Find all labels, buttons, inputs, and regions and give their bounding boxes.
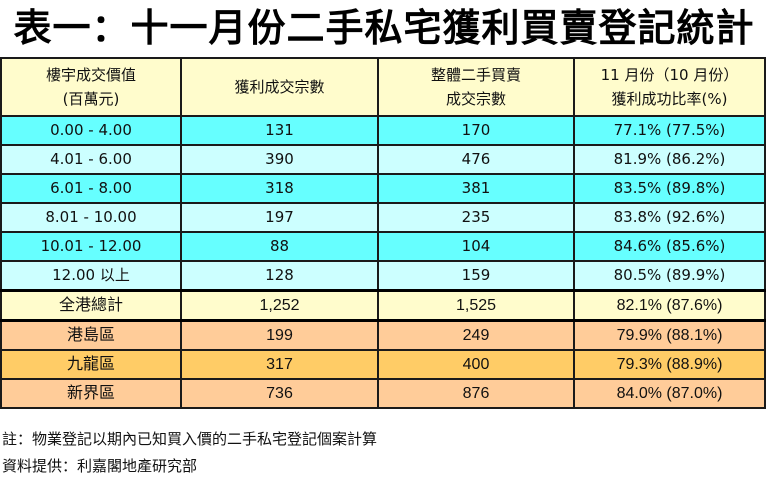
price-range-cell: 4.01 - 6.00 xyxy=(0,144,182,175)
profit-count-cell: 197 xyxy=(180,202,379,233)
total-profit-cell: 1,252 xyxy=(180,289,379,322)
profit-count-cell: 390 xyxy=(180,144,379,175)
price-range-cell: 10.01 - 12.00 xyxy=(0,231,182,262)
price-range-cell: 6.01 - 8.00 xyxy=(0,173,182,204)
total-count-cell: 1,525 xyxy=(377,289,575,322)
table-header-row: 樓宇成交價值 (百萬元) 獲利成交宗數 整體二手買賣 成交宗數 11 月份（10… xyxy=(0,57,766,117)
header-price-range: 樓宇成交價值 (百萬元) xyxy=(0,57,182,117)
profit-count-cell: 131 xyxy=(180,115,379,146)
region-total-cell: 249 xyxy=(377,319,575,351)
profit-count-cell: 88 xyxy=(180,231,379,262)
region-rate-cell: 84.0% (87.0%) xyxy=(573,378,766,409)
total-count-cell: 159 xyxy=(377,260,575,292)
footnotes: 註：物業登記以期內已知買入價的二手私宅登記個案計算 資料提供：利嘉閣地產研究部 xyxy=(2,426,377,480)
profit-count-cell: 318 xyxy=(180,173,379,204)
total-count-cell: 381 xyxy=(377,173,575,204)
price-range-cell: 12.00 以上 xyxy=(0,260,182,292)
profit-rate-cell: 77.1% (77.5%) xyxy=(573,115,766,146)
region-rate-cell: 79.3% (88.9%) xyxy=(573,349,766,380)
region-label-cell: 新界區 xyxy=(0,378,182,409)
region-profit-cell: 317 xyxy=(180,349,379,380)
region-row-new-territories: 新界區 736 876 84.0% (87.0%) xyxy=(0,378,766,409)
total-count-cell: 104 xyxy=(377,231,575,262)
region-total-cell: 876 xyxy=(377,378,575,409)
profit-rate-cell: 80.5% (89.9%) xyxy=(573,260,766,292)
total-count-cell: 476 xyxy=(377,144,575,175)
region-label-cell: 九龍區 xyxy=(0,349,182,380)
price-range-cell: 0.00 - 4.00 xyxy=(0,115,182,146)
table-row: 4.01 - 6.00 390 476 81.9% (86.2%) xyxy=(0,144,766,175)
region-row-hk-island: 港島區 199 249 79.9% (88.1%) xyxy=(0,319,766,351)
table-row: 6.01 - 8.00 318 381 83.5% (89.8%) xyxy=(0,173,766,204)
table-row: 12.00 以上 128 159 80.5% (89.9%) xyxy=(0,260,766,292)
region-profit-cell: 736 xyxy=(180,378,379,409)
region-total-cell: 400 xyxy=(377,349,575,380)
page-title: 表一：十一月份二手私宅獲利買賣登記統計 xyxy=(13,6,755,50)
table-row: 0.00 - 4.00 131 170 77.1% (77.5%) xyxy=(0,115,766,146)
profit-rate-cell: 83.5% (89.8%) xyxy=(573,173,766,204)
table-row: 10.01 - 12.00 88 104 84.6% (85.6%) xyxy=(0,231,766,262)
header-profit-rate: 11 月份（10 月份） 獲利成功比率(%) xyxy=(573,57,766,117)
total-count-cell: 170 xyxy=(377,115,575,146)
table-row: 8.01 - 10.00 197 235 83.8% (92.6%) xyxy=(0,202,766,233)
source-text: 資料提供：利嘉閣地產研究部 xyxy=(2,457,198,475)
profit-rate-cell: 84.6% (85.6%) xyxy=(573,231,766,262)
header-profit-count: 獲利成交宗數 xyxy=(180,57,379,117)
note-text: 註：物業登記以期內已知買入價的二手私宅登記個案計算 xyxy=(2,430,378,448)
statistics-table: 樓宇成交價值 (百萬元) 獲利成交宗數 整體二手買賣 成交宗數 11 月份（10… xyxy=(0,57,766,409)
region-row-kowloon: 九龍區 317 400 79.3% (88.9%) xyxy=(0,349,766,380)
total-label-cell: 全港總計 xyxy=(0,289,182,322)
header-total-count: 整體二手買賣 成交宗數 xyxy=(377,57,575,117)
region-profit-cell: 199 xyxy=(180,319,379,351)
profit-rate-cell: 81.9% (86.2%) xyxy=(573,144,766,175)
region-label-cell: 港島區 xyxy=(0,319,182,351)
profit-count-cell: 128 xyxy=(180,260,379,292)
total-row: 全港總計 1,252 1,525 82.1% (87.6%) xyxy=(0,289,766,322)
total-rate-cell: 82.1% (87.6%) xyxy=(573,289,766,322)
price-range-cell: 8.01 - 10.00 xyxy=(0,202,182,233)
total-count-cell: 235 xyxy=(377,202,575,233)
region-rate-cell: 79.9% (88.1%) xyxy=(573,319,766,351)
profit-rate-cell: 83.8% (92.6%) xyxy=(573,202,766,233)
